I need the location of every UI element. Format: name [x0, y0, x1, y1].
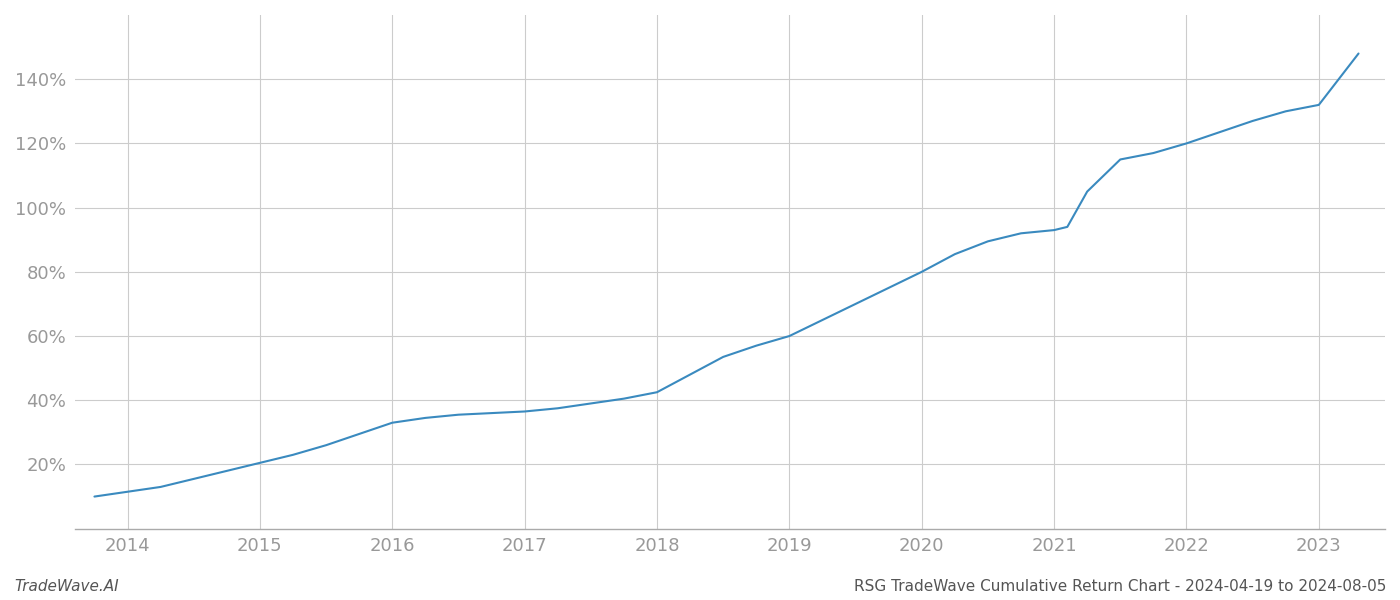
Text: TradeWave.AI: TradeWave.AI [14, 579, 119, 594]
Text: RSG TradeWave Cumulative Return Chart - 2024-04-19 to 2024-08-05: RSG TradeWave Cumulative Return Chart - … [854, 579, 1386, 594]
